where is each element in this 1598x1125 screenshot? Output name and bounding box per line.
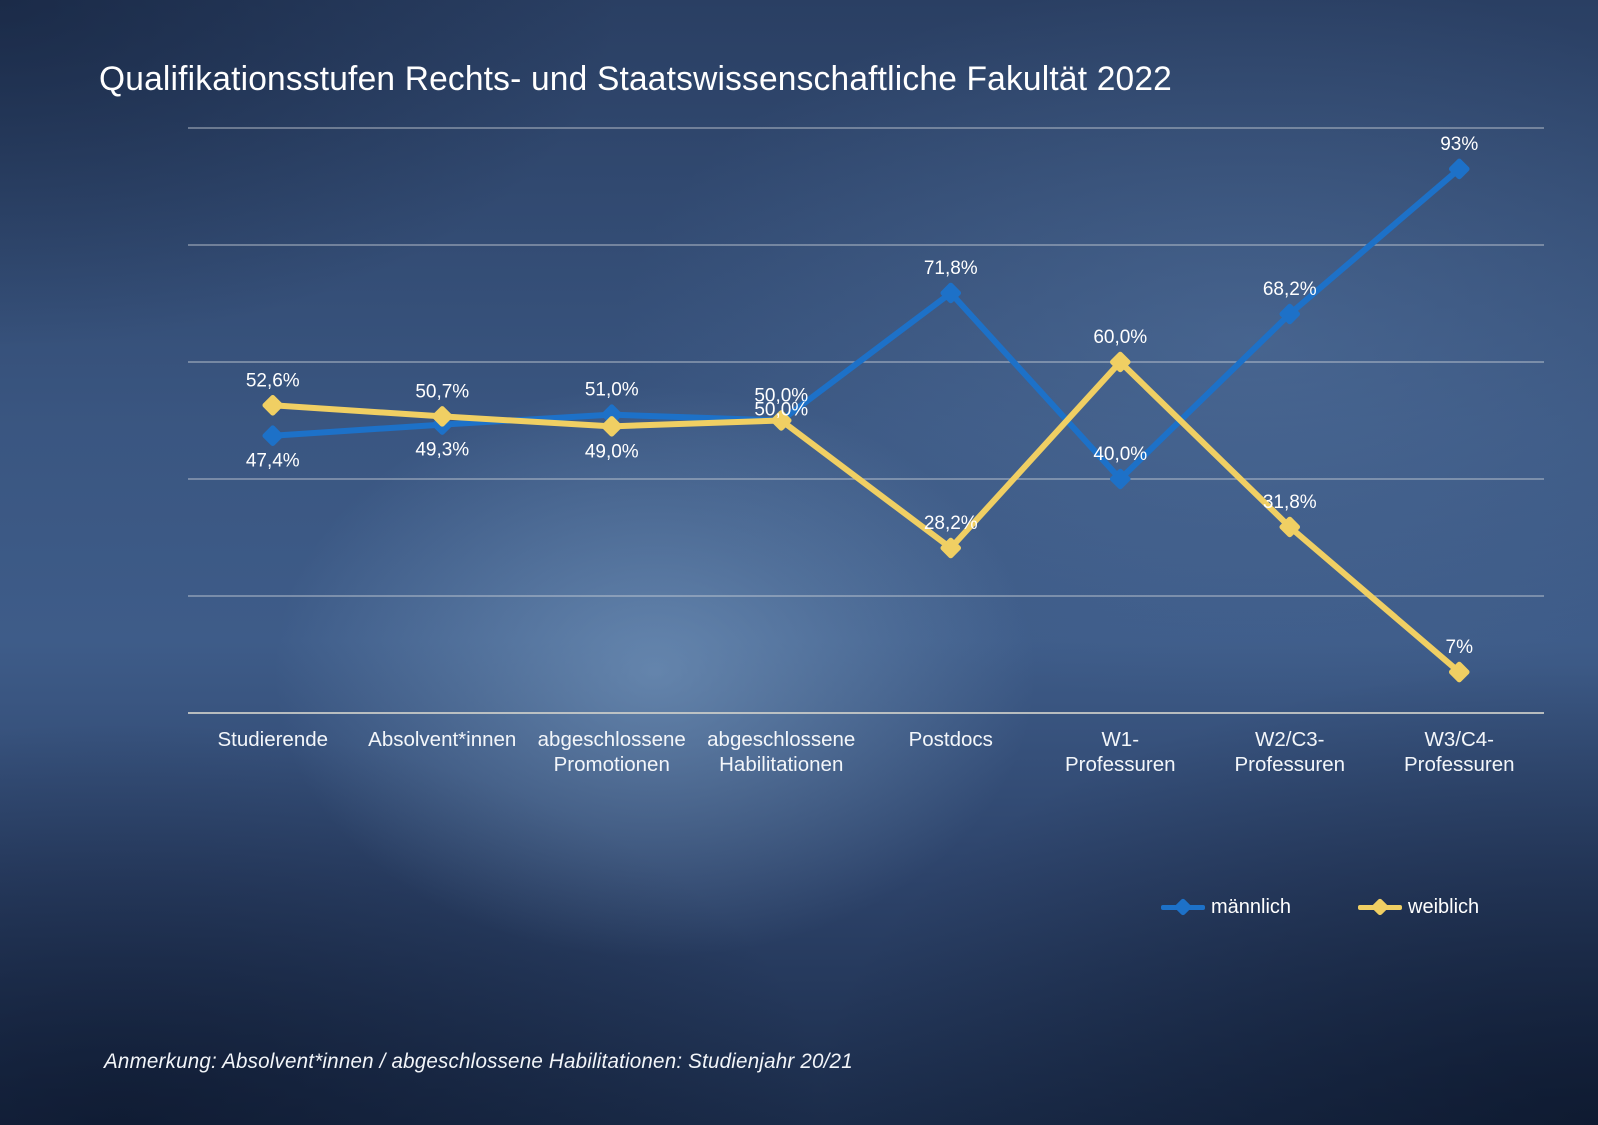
chart-title: Qualifikationsstufen Rechts- und Staatsw… (99, 60, 1173, 98)
data-label-weiblich: 52,6% (246, 370, 300, 391)
data-label-männlich: 68,2% (1263, 279, 1317, 300)
data-point-marker-weiblich (1109, 351, 1131, 373)
data-label-männlich: 40,0% (1093, 444, 1147, 465)
data-label-weiblich: 28,2% (924, 513, 978, 534)
data-point-marker-männlich (601, 404, 623, 425)
data-label-weiblich: 31,8% (1263, 492, 1317, 513)
data-point-marker-männlich (1448, 158, 1470, 180)
data-label-männlich: 51,0% (585, 380, 639, 401)
category-label: Professuren (1234, 753, 1345, 776)
category-label: Promotionen (554, 753, 670, 776)
data-point-marker-weiblich (431, 406, 453, 427)
data-label-weiblich: 50,7% (415, 381, 469, 402)
category-label: Habilitationen (719, 753, 843, 776)
legend-item-maennlich: männlich (1161, 894, 1291, 920)
data-label-männlich: 47,4% (246, 451, 300, 472)
category-label: W3/C4- (1425, 728, 1494, 751)
data-label-weiblich: 49,0% (585, 441, 639, 462)
data-label-männlich: 49,3% (415, 440, 469, 461)
maennlich-diamond-marker-icon (1173, 897, 1193, 917)
category-label: Postdocs (909, 728, 993, 751)
data-point-marker-männlich (1279, 303, 1301, 325)
series-line-männlich (269, 165, 1463, 482)
footnote: Anmerkung: Absolvent*innen / abgeschloss… (104, 1050, 853, 1073)
data-point-marker-weiblich (1279, 516, 1301, 538)
data-label-weiblich: 7% (1446, 637, 1474, 658)
category-label: W1- (1101, 728, 1139, 751)
data-label-männlich: 71,8% (924, 258, 978, 279)
category-label: Studierende (217, 728, 328, 751)
data-point-marker-weiblich (770, 410, 792, 431)
legend-label-maennlich: männlich (1211, 896, 1292, 918)
data-point-marker-männlich (1109, 468, 1131, 490)
category-label: abgeschlossene (538, 728, 686, 751)
category-label: abgeschlossene (707, 728, 855, 751)
data-point-marker-weiblich (940, 537, 962, 559)
data-point-marker-weiblich (601, 416, 623, 437)
data-label-weiblich: 60,0% (1093, 327, 1147, 348)
category-label: Professuren (1404, 753, 1515, 776)
category-label: W2/C3- (1255, 728, 1324, 751)
weiblich-diamond-marker-icon (1370, 897, 1390, 917)
data-point-marker-weiblich (262, 395, 284, 416)
data-point-marker-männlich (262, 425, 284, 446)
series-line-weiblich (269, 359, 1463, 676)
category-label: Absolvent*innen (368, 728, 516, 751)
data-point-marker-männlich (940, 282, 962, 304)
legend-label-weiblich: weiblich (1408, 896, 1480, 918)
data-label-männlich: 93% (1440, 134, 1478, 155)
legend-item-weiblich: weiblich (1358, 894, 1479, 920)
weiblich-line-swatch (1358, 897, 1402, 917)
category-label: Professuren (1065, 753, 1176, 776)
data-point-marker-weiblich (1448, 661, 1470, 683)
data-label-männlich: 50,0% (754, 386, 808, 407)
maennlich-line-swatch (1161, 897, 1205, 917)
data-label-weiblich: 50,0% (754, 400, 808, 421)
